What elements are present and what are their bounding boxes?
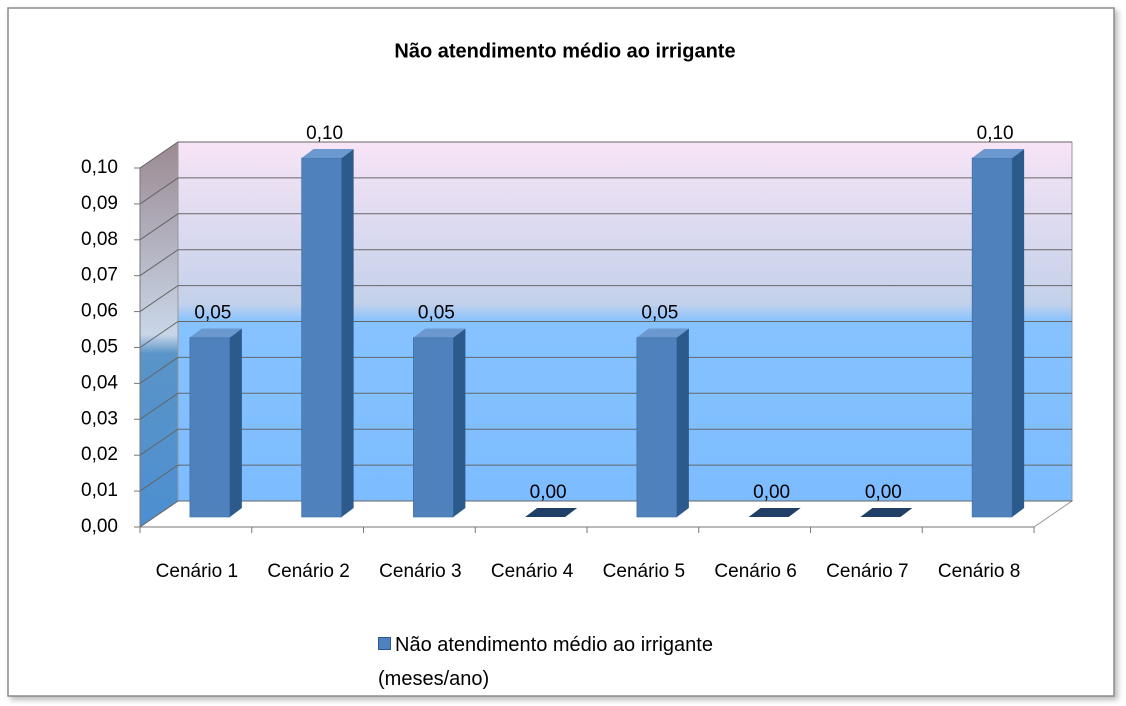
data-label: 0,10 [977,123,1014,144]
y-tick-label: 0,10 [81,157,118,178]
bar [971,149,1025,518]
legend: Não atendimento médio ao irrigante (mese… [378,628,818,696]
bar-top [525,508,578,517]
grid-line [139,356,1072,384]
y-tick-label: 0,01 [81,480,118,501]
data-label: 0,00 [753,482,790,503]
y-tick-label: 0,05 [81,337,118,358]
data-label: 0,00 [865,482,902,503]
y-tick-label: 0,03 [81,408,118,429]
bar-top [972,149,1025,158]
grid-line [139,249,1072,277]
floor [138,500,1074,528]
bar-front [636,337,678,518]
data-label: 0,05 [418,303,455,324]
bar-side [1012,149,1025,517]
x-tick-label: Cenário 5 [603,561,685,582]
bar-top [636,328,689,338]
bar-front [301,157,342,518]
grid-line [139,392,1072,420]
x-tick-label: Cenário 7 [826,561,908,582]
y-tick-label: 0,08 [81,229,118,250]
data-label: 0,05 [641,303,678,324]
bar-front [971,157,1013,518]
grid-line [139,213,1072,241]
bar [189,328,242,518]
y-tick-label: 0,09 [81,193,118,214]
bar-front [189,337,231,518]
chart-title: Não atendimento médio ao irrigante [394,40,735,62]
grid-line [139,464,1072,492]
x-tick-label: Cenário 2 [267,561,349,582]
bar [636,328,689,518]
bar-top [748,508,801,517]
x-tick-label: Cenário 8 [938,561,1020,582]
x-tick-label: Cenário 1 [156,561,238,582]
bar [748,508,801,517]
data-label: 0,05 [194,303,231,324]
plot-area: 0,00 0,01 0,02 0,03 0,04 0,05 0,06 0,07 0,08 0,09… [81,123,1074,582]
x-tick-label: Cenário 6 [714,561,796,582]
y-tick-label: 0,00 [81,516,118,537]
grid-line [139,500,1072,528]
grid-line [139,428,1072,456]
bar-side [341,149,354,517]
data-label: 0,00 [530,482,567,503]
y-tick-label: 0,07 [81,265,118,286]
bar-front [413,337,454,518]
grid-line [139,141,1072,169]
x-tick-label: Cenário 3 [379,561,461,582]
x-tick-label: Cenário 4 [491,561,574,582]
data-label: 0,10 [306,123,343,144]
bar-side [676,328,689,517]
grid-line [139,321,1072,348]
bar-top [189,328,242,338]
bar-side [453,328,466,517]
y-tick-label: 0,06 [81,301,118,322]
bar-side [229,328,242,517]
bar [525,508,578,517]
grid-line [139,177,1072,205]
legend-swatch [378,637,391,650]
grid-line [139,285,1072,313]
bar [301,149,354,518]
bar-top [301,149,354,158]
y-tick-label: 0,04 [81,372,118,393]
bar-top [413,328,466,338]
bar-top [860,508,913,517]
bar [860,508,913,517]
bar [413,328,466,518]
legend-label: Não atendimento médio ao irrigante (mese… [378,634,713,690]
y-tick-label: 0,02 [81,444,118,465]
